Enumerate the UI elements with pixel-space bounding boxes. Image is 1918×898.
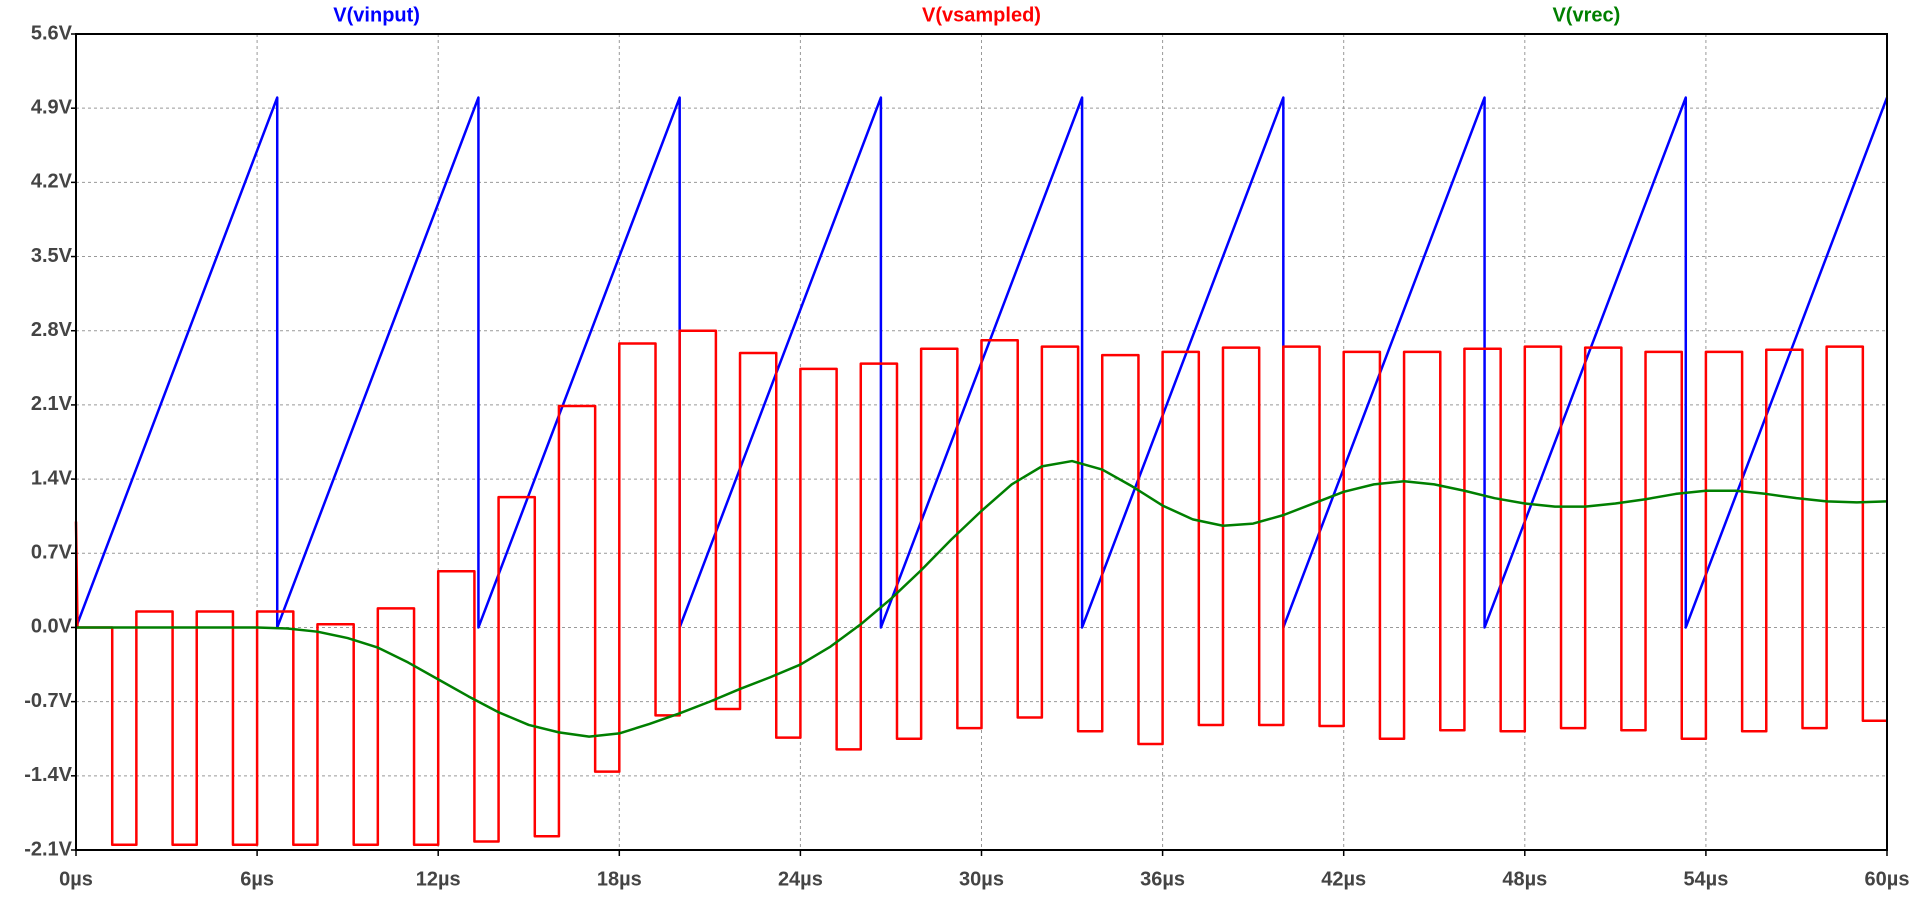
- trace: [74, 329, 1887, 846]
- x-tick-label: 54µs: [1683, 868, 1728, 890]
- x-tick-label: 24µs: [778, 868, 823, 890]
- x-tick-label: 48µs: [1502, 868, 1547, 890]
- x-tick-label: 0µs: [59, 868, 93, 890]
- y-tick-label: 2.1V: [31, 393, 73, 415]
- x-tick-label: 36µs: [1140, 868, 1185, 890]
- labels: -2.1V -1.4V -0.7V 0.0V 0.7V 1.4V 2.1V 2.8V 3.5V 4…: [24, 4, 1909, 890]
- legend-entry: V(vsampled): [922, 4, 1041, 26]
- y-tick-label: 0.0V: [31, 616, 73, 638]
- legend-entry: V(vrec): [1552, 4, 1620, 26]
- x-tick-label: 12µs: [416, 868, 461, 890]
- y-tick-label: 0.7V: [31, 542, 73, 564]
- y-tick-label: 4.9V: [31, 96, 73, 118]
- x-tick-label: 30µs: [959, 868, 1004, 890]
- x-tick-label: 42µs: [1321, 868, 1366, 890]
- y-tick-label: 2.8V: [31, 319, 73, 341]
- y-tick-label: -1.4V: [24, 764, 72, 786]
- y-tick-label: -2.1V: [24, 838, 72, 860]
- y-tick-label: 4.2V: [31, 171, 73, 193]
- trace: [76, 459, 1888, 738]
- y-tick-label: 1.4V: [31, 467, 73, 489]
- y-tick-label: -0.7V: [24, 690, 72, 712]
- legend-entry: V(vinput): [333, 4, 420, 26]
- x-tick-label: 6µs: [240, 868, 274, 890]
- y-tick-label: 5.6V: [31, 22, 73, 44]
- x-tick-label: 18µs: [597, 868, 642, 890]
- y-tick-label: 3.5V: [31, 245, 73, 267]
- x-tick-label: 60µs: [1865, 868, 1910, 890]
- plot-frame: [75, 33, 1888, 851]
- traces: [74, 96, 1889, 846]
